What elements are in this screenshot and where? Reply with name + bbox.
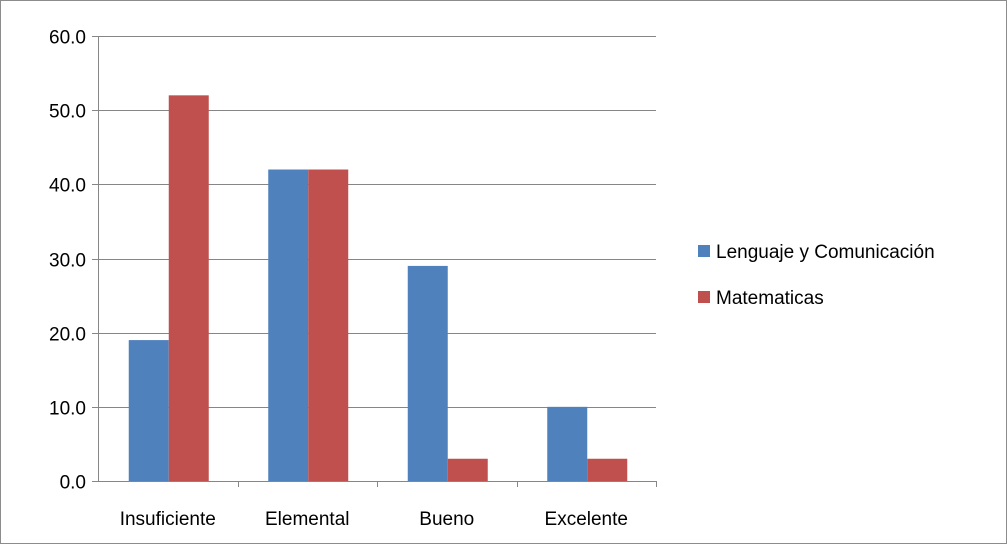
- x-tick-label: Elemental: [265, 509, 350, 530]
- x-tick-label: Excelente: [545, 509, 628, 530]
- y-tick-label: 30.0: [49, 251, 86, 272]
- y-tick-label: 60.0: [49, 28, 86, 49]
- y-tick-label: 40.0: [49, 176, 86, 197]
- y-tick-label: 50.0: [49, 102, 86, 123]
- y-tick-label: 10.0: [49, 399, 86, 420]
- bar-lenguaje-insuficiente: [128, 340, 169, 481]
- x-tick-label: Insuficiente: [120, 509, 216, 530]
- bar-matematicas-elemental: [308, 169, 349, 481]
- bar-lenguaje-excelente: [547, 406, 588, 481]
- bar-matematicas-insuficiente: [168, 95, 209, 481]
- y-tick-label: 0.0: [60, 473, 86, 494]
- legend-label: Matematicas: [716, 288, 824, 309]
- bar-lenguaje-bueno: [407, 265, 448, 481]
- y-tick-label: 20.0: [49, 325, 86, 346]
- tick-labels: 0.0 10.0 20.0 30.0 40.0 50.0 60.0 Insuficiente E…: [49, 28, 628, 531]
- legend: Lenguaje y Comunicación Matematicas: [698, 242, 935, 309]
- bars: [128, 95, 628, 481]
- x-tick-label: Bueno: [419, 509, 474, 530]
- bar-matematicas-excelente: [587, 458, 628, 481]
- legend-swatch: [698, 245, 710, 257]
- axes: [92, 36, 657, 487]
- legend-label: Lenguaje y Comunicación: [716, 242, 935, 263]
- legend-swatch: [698, 291, 710, 303]
- bar-lenguaje-elemental: [268, 169, 309, 481]
- bar-matematicas-bueno: [447, 458, 488, 481]
